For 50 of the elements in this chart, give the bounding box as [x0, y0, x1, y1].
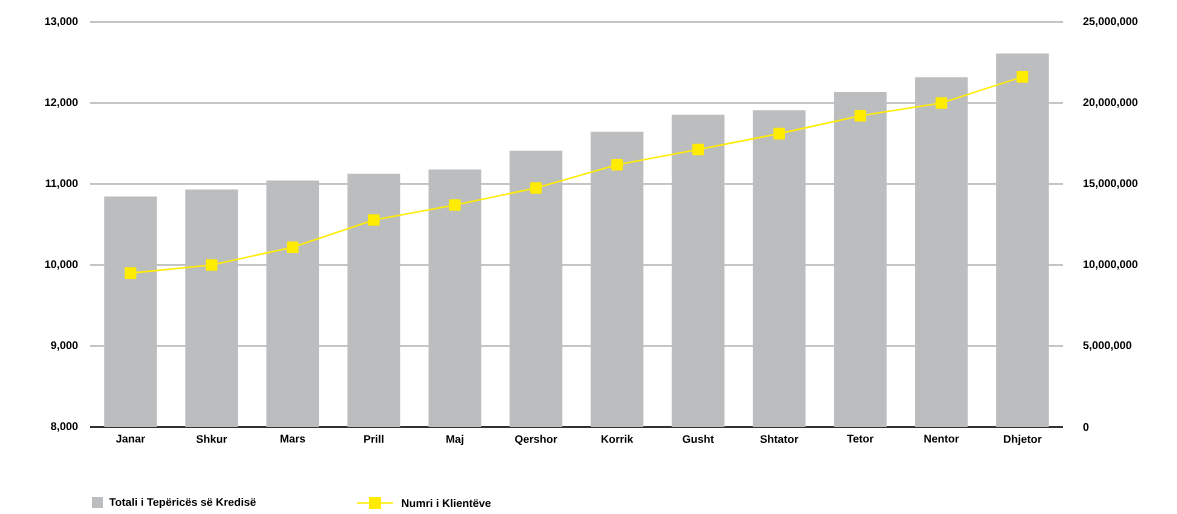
point: [935, 97, 948, 109]
legend-label: Totali i Tepëricës së Kredisë: [109, 497, 256, 509]
x-tick-label: Qershor: [515, 434, 558, 445]
point: [530, 182, 542, 194]
bar: [671, 114, 725, 427]
point: [692, 143, 704, 156]
y-tick-label: 8,000: [50, 422, 78, 432]
y-tick-label: 13,000: [45, 17, 78, 27]
x-tick-label: Shkur: [196, 434, 228, 443]
y2-tick-label: 25,000,000: [1083, 17, 1138, 27]
bar: [266, 180, 320, 427]
x-tick-label: Maj: [446, 434, 464, 446]
bar: [996, 53, 1049, 427]
y-tick-label: 11,000: [45, 179, 78, 189]
bar: [833, 91, 887, 427]
y2-tick-label: 10,000,000: [1083, 260, 1138, 270]
x-tick-label: Nentor: [924, 434, 959, 443]
y2-tick-label: 20,000,000: [1083, 98, 1138, 108]
point: [854, 109, 867, 122]
point: [368, 214, 380, 226]
y2-tick-label: 0: [1083, 423, 1089, 431]
point: [611, 159, 623, 171]
bar: [752, 110, 806, 427]
y2-tick-label: 5,000,000: [1083, 341, 1132, 351]
point: [449, 199, 461, 211]
point: [205, 259, 218, 271]
x-tick-label: Janar: [116, 434, 146, 443]
point: [124, 267, 137, 279]
y-tick-label: 10,000: [45, 260, 78, 270]
x-tick-label: Shtator: [760, 434, 799, 443]
y-tick-label: 12,000: [45, 98, 78, 108]
bar: [590, 131, 644, 427]
bar: [104, 196, 157, 427]
bar: [509, 150, 563, 427]
x-tick-label: Gusht: [682, 434, 714, 443]
bar: [915, 77, 968, 427]
x-tick-label: Korrik: [601, 434, 634, 443]
x-tick-label: Tetor: [847, 434, 874, 443]
point: [773, 127, 786, 140]
y-tick-label: 9,000: [50, 341, 78, 351]
bar: [347, 173, 401, 427]
y2-tick-label: 15,000,000: [1083, 179, 1138, 189]
point: [1016, 71, 1029, 83]
legend-label: Numri i Klientëve: [401, 498, 491, 508]
point: [286, 241, 299, 253]
x-tick-label: Mars: [280, 434, 306, 443]
bar: [428, 169, 482, 427]
bar: [185, 189, 238, 427]
x-tick-label: Prill: [364, 434, 384, 443]
x-tick-label: Dhjetor: [1003, 434, 1042, 446]
